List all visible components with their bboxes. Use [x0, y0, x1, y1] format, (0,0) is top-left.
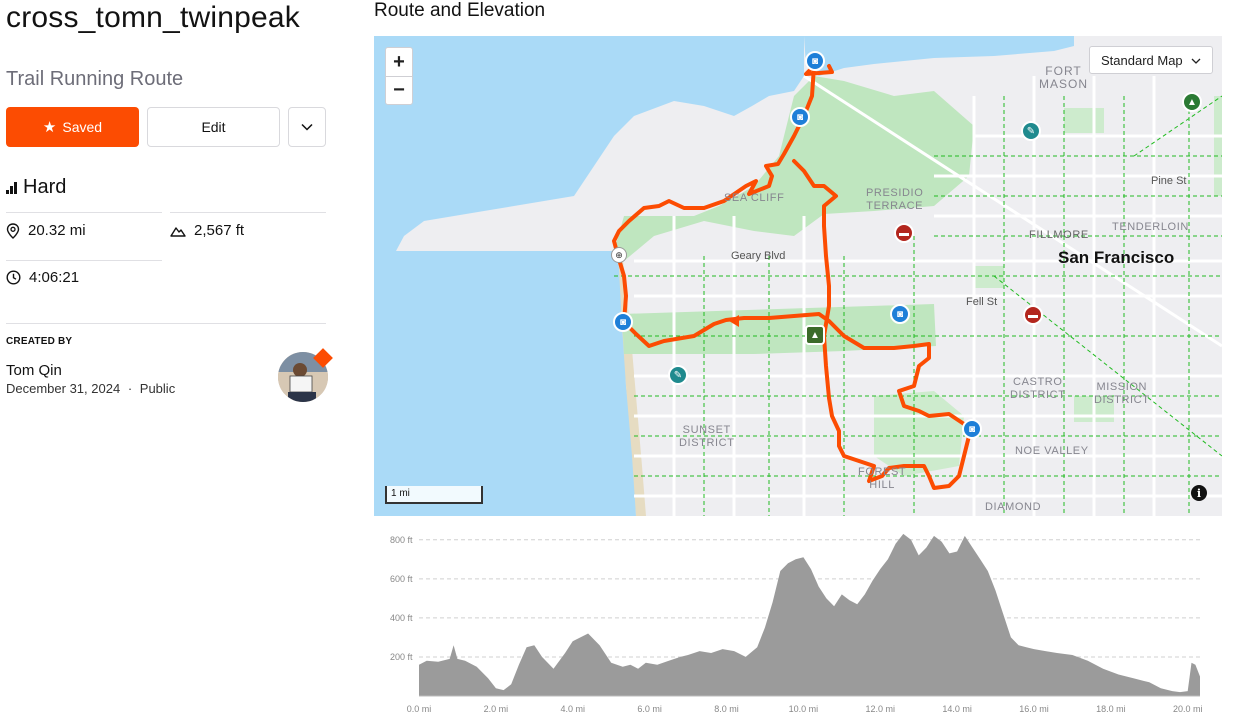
- x-tick-label: 8.0 mi: [714, 704, 739, 714]
- creator-name[interactable]: Tom Qin: [6, 362, 62, 379]
- map-label-mission-district: MISSION DISTRICT: [1094, 381, 1150, 406]
- divider: [6, 323, 326, 324]
- map-label-diamond: DIAMOND: [985, 501, 1042, 513]
- zoom-in-button[interactable]: +: [393, 50, 405, 73]
- distance-stat: 20.32 mi: [6, 222, 86, 239]
- cafe-marker-icon[interactable]: ▬: [894, 223, 914, 243]
- x-tick-label: 2.0 mi: [484, 704, 509, 714]
- cafe-marker-icon[interactable]: ▬: [1023, 305, 1043, 325]
- map-label-forest-hill: FOREST HILL: [858, 466, 907, 491]
- map-type-label: Standard Map: [1101, 52, 1183, 68]
- star-icon: ★: [42, 119, 57, 136]
- wrench-marker-icon[interactable]: ✎: [1021, 121, 1041, 141]
- photo-marker-icon[interactable]: ◙: [613, 312, 633, 332]
- visibility: Public: [139, 381, 176, 396]
- x-tick-label: 6.0 mi: [637, 704, 662, 714]
- info-icon[interactable]: i: [1191, 485, 1207, 501]
- campsite-marker-icon[interactable]: ▲: [805, 325, 825, 345]
- location-pin-icon: [6, 222, 20, 239]
- route-title: cross_tomn_twinpeak: [6, 1, 300, 34]
- zoom-control: + −: [385, 47, 413, 105]
- map-label-fort-mason: FORT MASON: [1039, 64, 1089, 91]
- time-value: 4:06:21: [29, 269, 80, 286]
- avatar[interactable]: [278, 352, 328, 402]
- photo-marker-icon[interactable]: ◙: [805, 51, 825, 71]
- y-tick-label: 800 ft: [390, 535, 413, 545]
- map-label-noe-valley: NOE VALLEY: [1015, 445, 1089, 457]
- x-tick-label: 10.0 mi: [789, 704, 819, 714]
- map-label-san-francisco: San Francisco: [1058, 248, 1175, 267]
- wrench-marker-icon[interactable]: ✎: [668, 365, 688, 385]
- route-type: Trail Running Route: [6, 68, 184, 90]
- y-tick-label: 600 ft: [390, 574, 413, 584]
- chevron-down-icon: [1191, 58, 1201, 64]
- photo-marker-icon[interactable]: ◙: [790, 107, 810, 127]
- x-tick-label: 16.0 mi: [1019, 704, 1049, 714]
- map-label-pine-st: Pine St: [1151, 175, 1187, 187]
- chevron-down-icon: [301, 123, 313, 131]
- difficulty-label: Hard: [23, 176, 67, 198]
- x-tick-label: 12.0 mi: [865, 704, 895, 714]
- elevation-stat: 2,567 ft: [170, 222, 244, 239]
- elevation-value: 2,567 ft: [194, 222, 245, 239]
- clock-icon: [6, 270, 21, 285]
- map-label-geary-blvd: Geary Blvd: [731, 250, 786, 262]
- x-tick-label: 20.0 mi: [1173, 704, 1203, 714]
- divider: [170, 212, 326, 213]
- elevation-chart-svg: 200 ft 400 ft 600 ft 800 ft 0.0 mi 2.0 mi 4.0 …: [390, 533, 1203, 714]
- x-tick-label: 14.0 mi: [942, 704, 972, 714]
- tree-marker-icon[interactable]: ▲: [1182, 92, 1202, 112]
- distance-value: 20.32 mi: [28, 222, 86, 239]
- x-tick-label: 0.0 mi: [407, 704, 432, 714]
- map-label-sea-cliff: SEA CLIFF: [724, 192, 785, 204]
- time-stat: 4:06:21: [6, 269, 79, 286]
- mountain-icon: [170, 226, 186, 237]
- map-label-sunset-district: SUNSET DISTRICT: [679, 424, 735, 449]
- more-options-button[interactable]: [288, 107, 326, 147]
- x-tick-label: 18.0 mi: [1096, 704, 1126, 714]
- map-label-castro-district: CASTRO DISTRICT: [1010, 376, 1066, 401]
- map-label-fillmore: FILLMORE: [1029, 229, 1089, 241]
- photo-marker-icon[interactable]: ◙: [962, 419, 982, 439]
- y-tick-label: 400 ft: [390, 613, 413, 623]
- meta-separator: ·: [127, 381, 133, 396]
- map-label-tenderloin: TENDERLOIN: [1112, 221, 1189, 233]
- edit-button[interactable]: Edit: [147, 107, 280, 147]
- divider: [6, 260, 162, 261]
- avatar-photo: [278, 352, 328, 402]
- section-title: Route and Elevation: [374, 0, 546, 21]
- created-date: December 31, 2024: [6, 381, 121, 396]
- saved-button[interactable]: ★ Saved: [6, 107, 139, 147]
- map-scale: 1 mi: [385, 486, 483, 504]
- route-details-panel: cross_tomn_twinpeak Trail Running Route …: [6, 0, 333, 721]
- zoom-out-button[interactable]: −: [386, 76, 412, 104]
- map-label-fell-st: Fell St: [966, 296, 998, 308]
- difficulty-bars-icon: [6, 181, 17, 194]
- start-finish-marker-icon[interactable]: ⊕: [611, 247, 627, 263]
- map-type-select[interactable]: Standard Map: [1089, 46, 1213, 74]
- map-label-presidio-terrace: PRESIDIO TERRACE: [866, 187, 924, 212]
- divider: [6, 212, 162, 213]
- creator-meta: December 31, 2024 · Public: [6, 381, 175, 396]
- created-by-label: CREATED BY: [6, 336, 73, 347]
- map-base: [374, 36, 1222, 516]
- elevation-area: [419, 533, 1200, 696]
- photo-marker-icon[interactable]: ◙: [890, 304, 910, 324]
- route-map[interactable]: FORT MASON PRESIDIO TERRACE SEA CLIFF Pi…: [374, 36, 1222, 516]
- y-tick-label: 200 ft: [390, 652, 413, 662]
- difficulty: Hard: [6, 176, 66, 199]
- elevation-chart[interactable]: 200 ft 400 ft 600 ft 800 ft 0.0 mi 2.0 mi 4.0 …: [374, 520, 1222, 720]
- saved-label: Saved: [62, 119, 103, 135]
- x-tick-label: 4.0 mi: [560, 704, 585, 714]
